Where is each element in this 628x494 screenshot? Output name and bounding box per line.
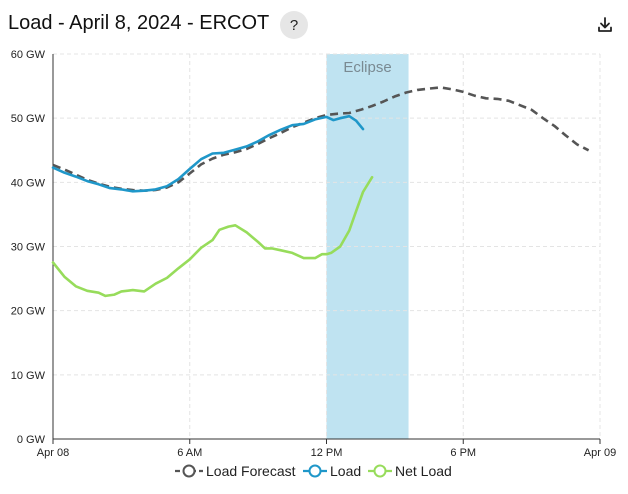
- help-button[interactable]: ?: [280, 11, 308, 39]
- y-tick-label: 30 GW: [11, 242, 46, 254]
- legend-label: Load Forecast: [206, 463, 296, 479]
- x-tick-label: Apr 08: [37, 447, 69, 459]
- download-button[interactable]: [594, 14, 616, 36]
- legend-marker-icon: [308, 464, 322, 478]
- y-tick-label: 60 GW: [11, 49, 46, 61]
- legend-item-load[interactable]: Load: [303, 463, 361, 479]
- help-icon: ?: [289, 16, 299, 34]
- y-tick-label: 10 GW: [11, 370, 46, 382]
- chart-header: Load - April 8, 2024 - ERCOT ?: [0, 0, 628, 50]
- download-icon: [598, 17, 612, 32]
- x-tick-label: 6 AM: [177, 447, 202, 459]
- chart-title: Load - April 8, 2024 - ERCOT: [8, 12, 270, 34]
- y-tick-label: 50 GW: [11, 113, 46, 125]
- x-tick-label: 12 PM: [311, 447, 343, 459]
- y-tick-label: 0 GW: [17, 434, 46, 446]
- series-line-net-load[interactable]: [51, 175, 374, 298]
- legend-label: Load: [330, 463, 361, 479]
- series-line-forecast[interactable]: [52, 86, 590, 192]
- y-tick-label: 40 GW: [11, 177, 46, 189]
- y-tick-label: 20 GW: [11, 306, 46, 318]
- x-tick-label: Apr 09: [584, 447, 616, 459]
- legend-marker-icon: [182, 464, 196, 478]
- legend-label: Net Load: [395, 463, 452, 479]
- series-line-load[interactable]: [51, 114, 365, 193]
- x-tick-label: 6 PM: [450, 447, 476, 459]
- legend-item-net-load[interactable]: Net Load: [368, 463, 452, 479]
- eclipse-band-label: Eclipse: [343, 59, 391, 76]
- legend-marker-icon: [373, 464, 387, 478]
- legend-item-forecast[interactable]: Load Forecast: [175, 463, 296, 479]
